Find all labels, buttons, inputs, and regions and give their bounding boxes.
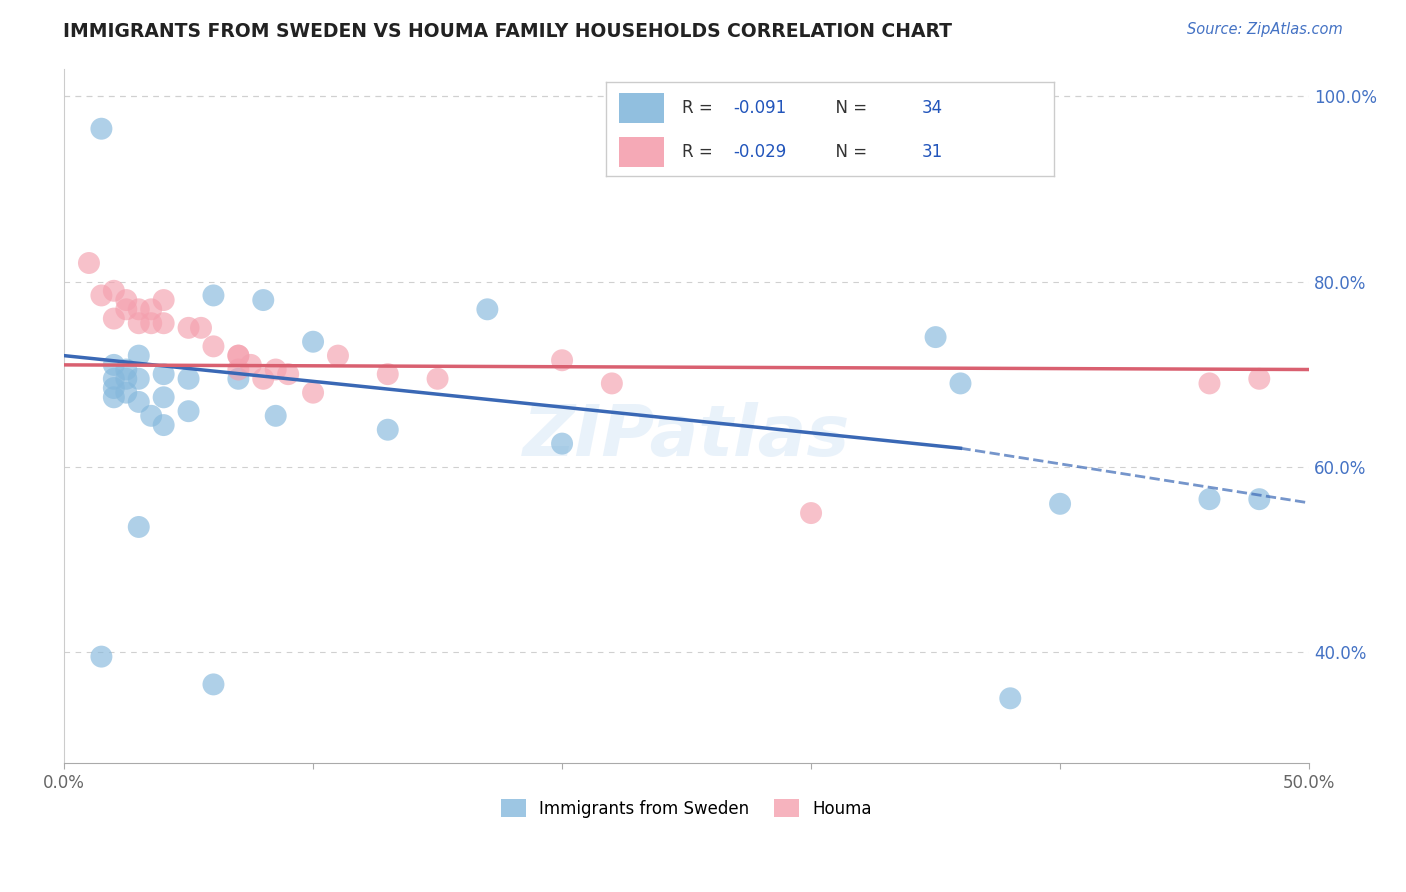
Point (264, 362, 287, 376)
Point (228, 349, 250, 363)
Point (377, 423, 399, 437)
Point (551, 436, 574, 450)
Point (924, 330, 946, 344)
Point (115, 293, 138, 307)
Point (103, 390, 125, 404)
Point (90, 121, 112, 136)
Point (115, 362, 138, 376)
Point (115, 385, 138, 400)
Point (239, 358, 262, 372)
Point (115, 302, 138, 317)
Point (90, 649, 112, 664)
Point (128, 316, 150, 330)
Point (326, 349, 349, 363)
Legend: Immigrants from Sweden, Houma: Immigrants from Sweden, Houma (495, 793, 879, 824)
Point (600, 376, 623, 391)
Point (177, 404, 200, 418)
Point (128, 395, 150, 409)
Point (302, 385, 325, 400)
Point (190, 321, 212, 335)
Point (128, 372, 150, 386)
Point (103, 381, 125, 395)
Point (202, 677, 225, 691)
Point (152, 293, 174, 307)
Point (551, 353, 574, 368)
Text: Source: ZipAtlas.com: Source: ZipAtlas.com (1187, 22, 1343, 37)
Point (90, 288, 112, 302)
Point (228, 372, 250, 386)
Point (1249, 492, 1271, 507)
Point (202, 288, 225, 302)
Point (152, 367, 174, 381)
Point (152, 316, 174, 330)
Point (252, 372, 274, 386)
Point (141, 409, 163, 423)
Point (103, 372, 125, 386)
Point (152, 390, 174, 404)
Point (177, 321, 200, 335)
Point (302, 334, 325, 349)
Point (103, 358, 125, 372)
Point (1198, 376, 1220, 391)
Point (426, 372, 449, 386)
Point (264, 409, 287, 423)
Point (103, 311, 125, 326)
Point (152, 418, 174, 433)
Point (1249, 372, 1271, 386)
Point (949, 376, 972, 391)
Point (141, 302, 163, 317)
Point (177, 372, 200, 386)
Text: ZIPatlas: ZIPatlas (523, 402, 851, 471)
Point (1049, 497, 1071, 511)
Point (252, 293, 274, 307)
Point (128, 520, 150, 534)
Point (800, 506, 823, 520)
Point (477, 302, 499, 317)
Point (115, 372, 138, 386)
Point (1198, 492, 1220, 507)
Point (1000, 691, 1022, 706)
Point (77, 256, 100, 270)
Point (202, 339, 225, 353)
Point (228, 362, 250, 376)
Point (128, 349, 150, 363)
Text: IMMIGRANTS FROM SWEDEN VS HOUMA FAMILY HOUSEHOLDS CORRELATION CHART: IMMIGRANTS FROM SWEDEN VS HOUMA FAMILY H… (63, 22, 952, 41)
Point (228, 349, 250, 363)
Point (141, 316, 163, 330)
Point (103, 284, 125, 298)
Point (377, 367, 399, 381)
Point (277, 367, 299, 381)
Point (128, 302, 150, 317)
